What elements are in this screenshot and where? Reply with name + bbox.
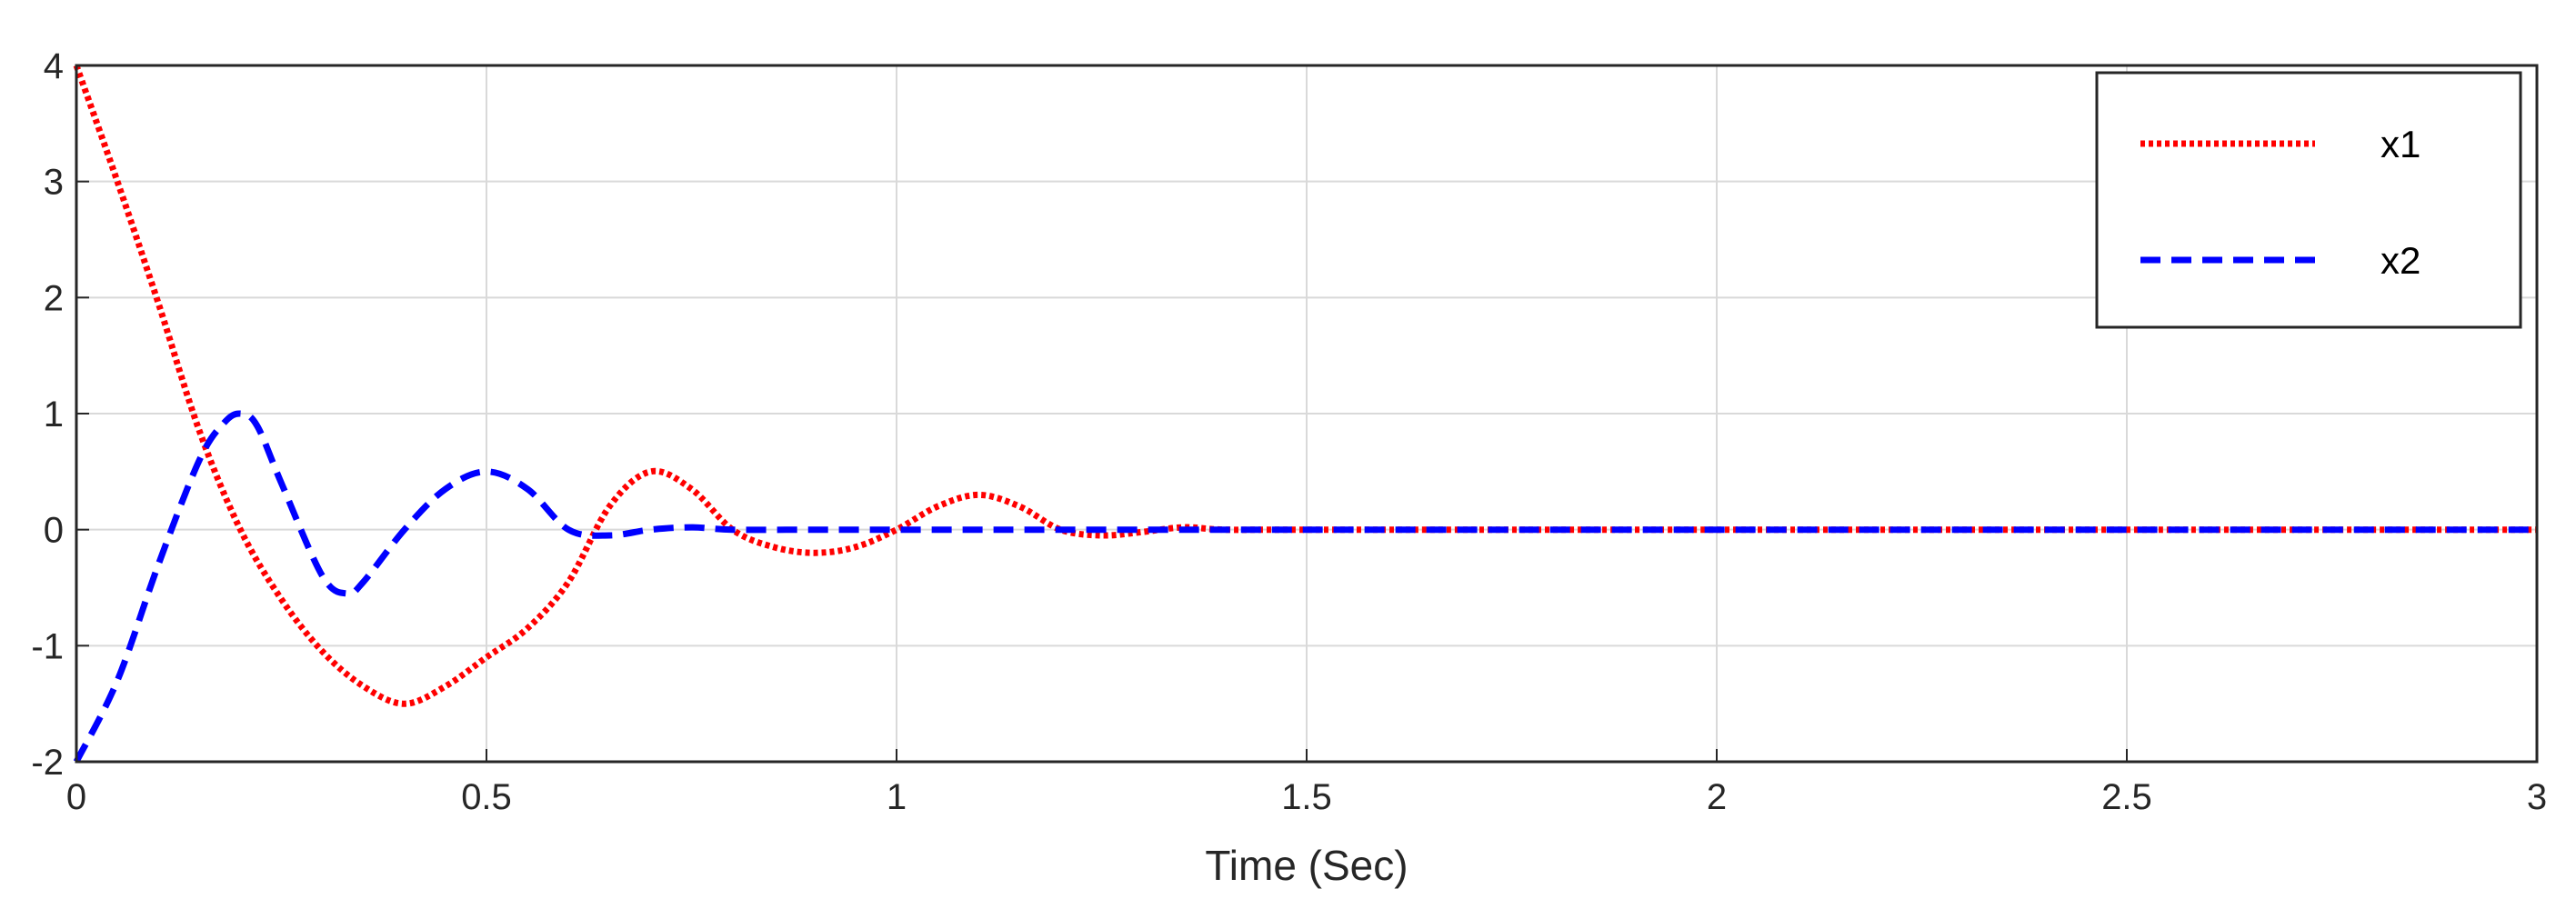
legend-label-x1: x1: [2381, 123, 2421, 165]
y-tick-label: 2: [44, 278, 64, 318]
series-layer: [73, 64, 2537, 764]
x-tick-label: 1.5: [1281, 777, 1332, 817]
x-axis-label: Time (Sec): [1205, 842, 1408, 889]
y-tick-label: 3: [44, 163, 64, 203]
legend: x1 x2: [2095, 71, 2522, 329]
y-tick-label: 1: [44, 395, 64, 435]
legend-box: [2095, 71, 2522, 329]
y-tick-label: 0: [44, 511, 64, 551]
legend-label-x2: x2: [2381, 239, 2421, 282]
y-tick-label: 4: [44, 46, 64, 86]
y-tick-label: -2: [31, 743, 64, 783]
x-tick-label: 0: [66, 777, 86, 817]
x-tick-label: 2: [1707, 777, 1727, 817]
y-tick-label: -1: [31, 626, 64, 666]
x-tick-label: 2.5: [2101, 777, 2152, 817]
x-tick-label: 1: [887, 777, 907, 817]
tick-labels: 0 0.5 1 1.5 2 2.5 3 -2 -1 0 1 2 3 4: [31, 46, 2547, 817]
x-tick-label: 3: [2527, 777, 2547, 817]
series-line-x2: [73, 410, 2537, 764]
x-tick-label: 0.5: [461, 777, 512, 817]
